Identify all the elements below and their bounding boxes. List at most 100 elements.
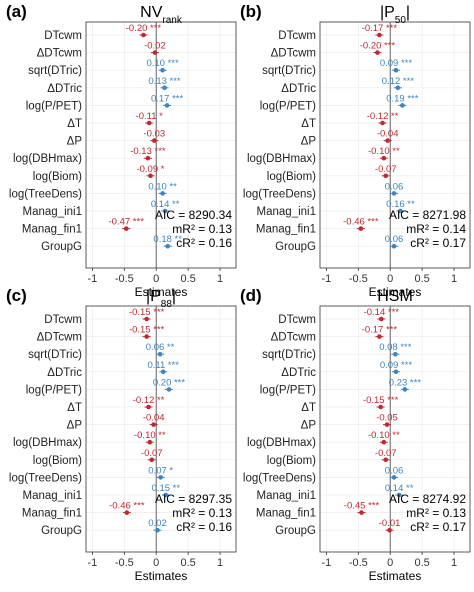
- x-tick-label: -0.5: [349, 557, 368, 569]
- estimate-point: [402, 387, 408, 392]
- term-label: log(DBHmax): [247, 437, 316, 449]
- estimate-point: [393, 67, 399, 73]
- estimate-label: -0.05: [376, 413, 398, 424]
- estimate-label: 0.20 ***: [153, 377, 186, 388]
- estimate-point: [124, 510, 130, 515]
- x-tick-label: 0: [387, 273, 393, 285]
- estimate-label: 0.07 *: [148, 465, 173, 476]
- estimate-label: -0.07: [375, 448, 397, 459]
- panel-letter: (b): [240, 2, 262, 21]
- x-axis-label: Estimates: [369, 285, 422, 299]
- estimate-label: -0.17 ***: [362, 325, 398, 336]
- x-axis-label: Estimates: [135, 285, 188, 299]
- x-axis-label: Estimates: [135, 569, 188, 583]
- term-label: ΔDTcwm: [271, 332, 316, 344]
- term-label: ΔDTcwm: [37, 48, 82, 60]
- x-tick-label: 1: [451, 557, 457, 569]
- panel-frame: [85, 305, 237, 553]
- aic-value: AIC = 8297.35: [155, 492, 232, 506]
- term-label: DTcwm: [44, 314, 82, 326]
- x-tick-label: 1: [451, 273, 457, 285]
- estimate-label: 0.16 **: [386, 199, 415, 210]
- estimate-label: -0.12 **: [367, 111, 399, 122]
- term-label: Manag_fin1: [22, 508, 82, 520]
- aic-value: AIC = 8290.34: [155, 208, 232, 222]
- marginal-r2-value: mR² = 0.13: [406, 506, 466, 520]
- marginal-r2-value: mR² = 0.13: [172, 222, 232, 236]
- estimate-point: [166, 387, 172, 392]
- estimate-label: -0.07: [141, 448, 163, 459]
- x-tick-label: -0.5: [115, 273, 134, 285]
- panel-3: (c) |P88| DTcwm ΔDTcwm sqrt(DTric) ΔDTric log(…: [6, 286, 237, 583]
- x-tick-label: -0.5: [115, 557, 134, 569]
- estimate-point: [152, 50, 158, 55]
- estimate-point: [391, 243, 397, 249]
- estimate-point: [378, 404, 383, 410]
- estimate-label: -0.04: [377, 129, 399, 140]
- panel-2: (b) |P50| DTcwm ΔDTcwm sqrt(DTric) ΔDTric log(…: [240, 2, 471, 299]
- term-label: ΔDTric: [281, 367, 316, 379]
- x-tick-label: 0.5: [414, 273, 429, 285]
- x-tick-label: -1: [321, 557, 331, 569]
- estimate-label: 0.09 ***: [380, 360, 413, 371]
- term-label: ΔT: [301, 118, 316, 130]
- panel-frame: [319, 21, 471, 269]
- term-label: Manag_fin1: [22, 224, 82, 236]
- term-label: ΔDTcwm: [37, 332, 82, 344]
- estimate-label: 0.06 **: [146, 342, 175, 353]
- x-tick-label: 1: [217, 557, 223, 569]
- panel-letter: (c): [6, 286, 27, 305]
- term-label: ΔP: [67, 136, 83, 148]
- estimate-label: 0.09 ***: [380, 58, 413, 69]
- term-label: log(Biom): [33, 455, 82, 467]
- term-label: ΔT: [67, 118, 82, 130]
- x-tick-label: 0.5: [414, 557, 429, 569]
- panel-letter: (a): [6, 2, 27, 21]
- estimate-label: -0.03: [143, 129, 165, 140]
- estimate-label: -0.15 ***: [363, 395, 399, 406]
- estimate-label: 0.06: [385, 234, 404, 245]
- term-label: Manag_ini1: [23, 490, 82, 502]
- term-label: ΔDTcwm: [271, 48, 316, 60]
- estimate-label: -0.17 ***: [362, 23, 398, 34]
- x-tick-label: -0.5: [349, 273, 368, 285]
- term-label: sqrt(DTric): [262, 349, 316, 361]
- estimate-label: -0.10 **: [368, 146, 400, 157]
- estimate-label: 0.11 ***: [147, 360, 179, 371]
- estimate-point: [378, 316, 384, 322]
- x-tick-label: 0: [153, 273, 159, 285]
- term-label: ΔP: [301, 136, 317, 148]
- estimate-label: -0.02: [144, 41, 166, 52]
- panel-1: (a) NVrank DTcwm ΔDTcwm sqrt(DTric) ΔDTric log…: [6, 2, 237, 299]
- term-label: log(P/PET): [26, 384, 82, 396]
- term-label: GroupG: [275, 525, 316, 537]
- estimate-point: [395, 85, 401, 91]
- x-tick-label: 0: [387, 557, 393, 569]
- estimate-point: [393, 351, 398, 357]
- estimate-label: 0.08 ***: [379, 342, 412, 353]
- panel-frame: [319, 305, 471, 553]
- term-label: log(Biom): [267, 171, 316, 183]
- marginal-r2-value: mR² = 0.14: [406, 222, 466, 236]
- estimate-point: [144, 316, 149, 322]
- estimate-label: -0.13 ***: [130, 146, 166, 157]
- estimate-label: -0.07: [375, 164, 397, 175]
- term-label: GroupG: [41, 525, 82, 537]
- estimate-point: [147, 439, 153, 445]
- estimate-label: -0.10 **: [368, 430, 400, 441]
- panel-title: HSM: [377, 288, 413, 305]
- estimate-point: [358, 226, 364, 231]
- estimate-label: 0.12 ***: [382, 76, 415, 87]
- x-tick-label: 0: [153, 557, 159, 569]
- term-label: ΔP: [301, 420, 317, 432]
- estimate-label: 0.10 ***: [146, 58, 179, 69]
- estimate-point: [148, 173, 153, 179]
- estimate-label: -0.04: [143, 413, 165, 424]
- estimate-label: 0.23 ***: [389, 377, 422, 388]
- estimate-label: 0.06: [385, 465, 404, 476]
- estimate-label: 0.19 ***: [386, 93, 419, 104]
- estimate-label: -0.11 *: [136, 111, 164, 122]
- x-tick-label: 0.5: [180, 557, 195, 569]
- estimate-label: 0.15 **: [152, 483, 181, 494]
